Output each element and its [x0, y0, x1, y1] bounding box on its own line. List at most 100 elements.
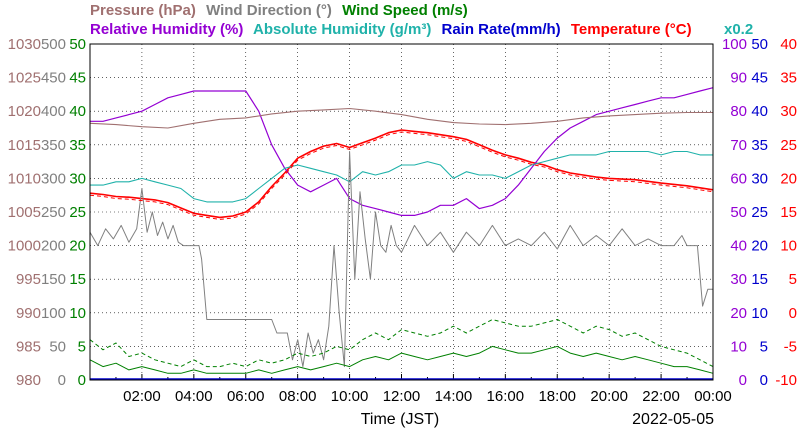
y-tick-pressure: 1015: [8, 137, 41, 154]
y-tick-rain: 50: [751, 36, 768, 53]
y-tick-rain: 5: [760, 338, 768, 355]
legend-relative-humidity: Relative Humidity (%): [90, 21, 243, 38]
x-tick-label: 06:00: [227, 388, 265, 405]
y-tick-rain: 20: [751, 238, 768, 255]
y-tick-temp: 20: [780, 170, 797, 187]
x-tick-label: 20:00: [590, 388, 628, 405]
series-wind-speed-m-s: [89, 345, 714, 374]
y-tick-winddir: 100: [41, 305, 66, 322]
y-tick-temp: 5: [789, 271, 797, 288]
y-tick-rain: 45: [751, 70, 768, 87]
y-tick-rain: 0: [760, 372, 768, 389]
date-label: 2022-05-05: [632, 411, 714, 428]
y-tick-windspeed: 25: [69, 204, 86, 221]
y-tick-winddir: 300: [41, 170, 66, 187]
x-tick-label: 12:00: [383, 388, 421, 405]
series-temperature-c: [89, 129, 714, 219]
y-tick-pressure: 980: [16, 372, 41, 389]
svg-text:Relative Humidity (%) Abso: Relative Humidity (%) Absolute Humidity …: [90, 21, 692, 38]
y-tick-rh: 50: [730, 204, 747, 221]
y-tick-winddir: 450: [41, 70, 66, 87]
y-tick-windspeed: 30: [69, 170, 86, 187]
x-tick-label: 14:00: [435, 388, 473, 405]
y-tick-winddir: 500: [41, 36, 66, 53]
y-tick-rain: 30: [751, 170, 768, 187]
x-tick-label: 08:00: [279, 388, 317, 405]
series-relative-humidity: [90, 87, 714, 216]
series-wind-speed-gust-m-s: [89, 319, 714, 368]
y-tick-rain: 15: [751, 271, 768, 288]
y-tick-rain: 25: [751, 204, 768, 221]
y-tick-pressure: 995: [16, 271, 41, 288]
x-axis-label: Time (JST): [361, 411, 440, 428]
y-tick-windspeed: 10: [69, 305, 86, 322]
ah-scale-note: x0.2: [724, 21, 753, 38]
x-tick-label: 18:00: [538, 388, 576, 405]
series-wind-direction: [89, 151, 713, 368]
y-tick-pressure: 990: [16, 305, 41, 322]
y-tick-windspeed: 45: [69, 70, 86, 87]
y-tick-temp: 15: [780, 204, 797, 221]
y-tick-rh: 30: [730, 271, 747, 288]
y-tick-rain: 10: [751, 305, 768, 322]
y-tick-windspeed: 35: [69, 137, 86, 154]
y-tick-winddir: 0: [58, 372, 66, 389]
y-tick-temp: -10: [775, 372, 797, 389]
legend-pressure: Pressure (hPa): [90, 2, 196, 19]
y-tick-winddir: 400: [41, 103, 66, 120]
y-tick-pressure: 1010: [8, 170, 41, 187]
legend-absolute-humidity: Absolute Humidity (g/m³): [253, 21, 431, 38]
y-tick-winddir: 150: [41, 271, 66, 288]
legend-temperature: Temperature (°C): [571, 21, 692, 38]
y-tick-windspeed: 40: [69, 103, 86, 120]
y-tick-rh: 60: [730, 170, 747, 187]
y-tick-winddir: 200: [41, 238, 66, 255]
y-tick-rh: 40: [730, 238, 747, 255]
y-tick-temp: 0: [789, 305, 797, 322]
y-tick-temp: 40: [780, 36, 797, 53]
y-tick-labels: 1030102510201015101010051000995990985980…: [8, 36, 797, 389]
y-tick-rh: 10: [730, 338, 747, 355]
y-tick-winddir: 250: [41, 204, 66, 221]
series-temperature-dashed: [89, 131, 714, 220]
y-tick-pressure: 1005: [8, 204, 41, 221]
series-group: [89, 87, 714, 380]
y-tick-temp: -5: [784, 338, 797, 355]
svg-text:Pressure (hPa) Wind Direct: Pressure (hPa) Wind Direction (°) Wind S…: [90, 2, 468, 19]
legend-wind-direction: Wind Direction (°): [206, 2, 332, 19]
x-tick-label: 00:00: [694, 388, 732, 405]
x-tick-label: 02:00: [123, 388, 161, 405]
y-tick-rh: 0: [739, 372, 747, 389]
x-tick-label: 04:00: [175, 388, 213, 405]
y-tick-rh: 100: [722, 36, 747, 53]
x-tick-label: 22:00: [642, 388, 680, 405]
x-tick-label: 10:00: [331, 388, 369, 405]
y-tick-rh: 90: [730, 70, 747, 87]
legend-rain-rate: Rain Rate(mm/h): [442, 21, 561, 38]
y-tick-rain: 40: [751, 103, 768, 120]
y-tick-rh: 70: [730, 137, 747, 154]
y-tick-rain: 35: [751, 137, 768, 154]
y-tick-pressure: 1025: [8, 70, 41, 87]
y-tick-pressure: 1030: [8, 36, 41, 53]
legend-wind-speed: Wind Speed (m/s): [342, 2, 468, 19]
y-tick-windspeed: 0: [78, 372, 86, 389]
series-pressure-hpa: [89, 107, 713, 129]
y-tick-temp: 35: [780, 70, 797, 87]
y-tick-winddir: 50: [49, 338, 66, 355]
y-tick-pressure: 1000: [8, 238, 41, 255]
y-tick-rh: 20: [730, 305, 747, 322]
y-tick-pressure: 1020: [8, 103, 41, 120]
y-tick-windspeed: 5: [78, 338, 86, 355]
y-tick-windspeed: 20: [69, 238, 86, 255]
y-tick-winddir: 350: [41, 137, 66, 154]
y-tick-windspeed: 50: [69, 36, 86, 53]
plot-frame: [89, 43, 714, 381]
x-tick-label: 16:00: [487, 388, 525, 405]
y-tick-rh: 80: [730, 103, 747, 120]
x-tick-labels: 02:00 04:00 06:00 08:00 10:00 12:00 14:00 16:00…: [123, 388, 732, 405]
y-tick-pressure: 985: [16, 338, 41, 355]
y-tick-temp: 30: [780, 103, 797, 120]
y-tick-temp: 10: [780, 238, 797, 255]
